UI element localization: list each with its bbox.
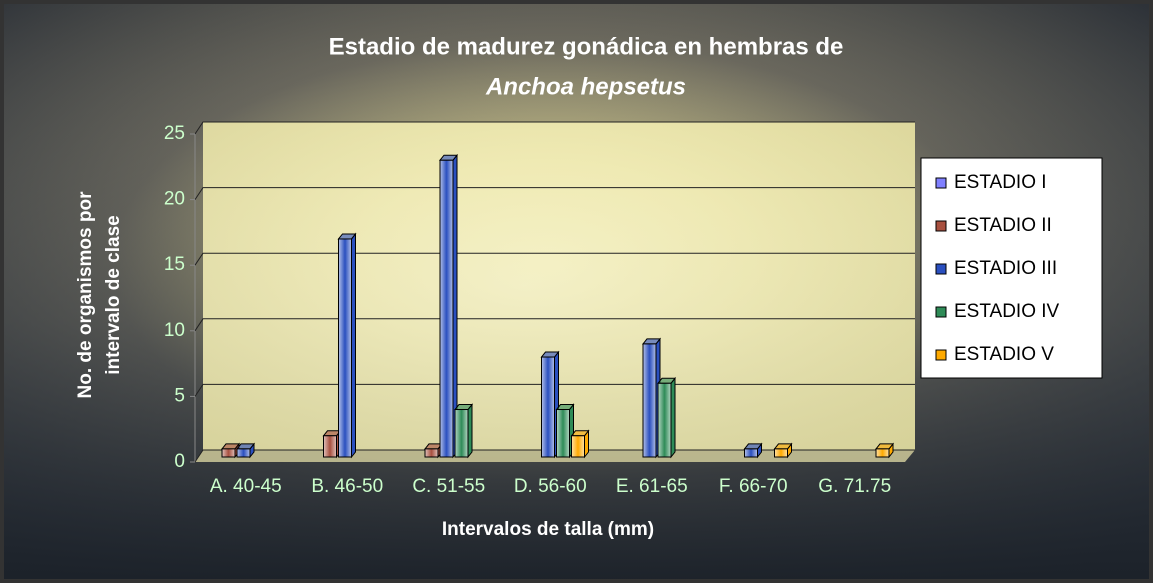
bar	[324, 431, 341, 457]
legend-marker	[936, 264, 946, 274]
bar-front	[339, 239, 352, 457]
x-axis-title: Intervalos de talla (mm)	[442, 519, 654, 540]
legend-marker	[936, 307, 946, 317]
bar-front	[572, 436, 585, 457]
x-tick-label: D. 56-60	[514, 476, 587, 497]
bar	[237, 444, 254, 457]
bar-front	[222, 449, 235, 457]
bar	[542, 352, 559, 457]
bar	[643, 339, 660, 457]
y-tick-label: 0	[174, 451, 185, 472]
x-tick-label: B. 46-50	[311, 476, 383, 497]
x-tick-label: E. 61-65	[616, 476, 688, 497]
x-tick-label: C. 51-55	[412, 476, 485, 497]
legend-marker	[936, 178, 946, 188]
bar	[425, 444, 442, 457]
bar-front	[440, 160, 453, 457]
legend-label: ESTADIO III	[954, 258, 1057, 279]
bar	[572, 431, 589, 457]
bar	[455, 405, 472, 457]
bar-front	[745, 449, 758, 457]
chart-title: Estadio de madurez gonádica en hembras d…	[329, 33, 844, 60]
bar-front	[876, 449, 889, 457]
legend-label: ESTADIO I	[954, 172, 1047, 193]
bar-front	[658, 383, 671, 457]
legend-label: ESTADIO II	[954, 215, 1052, 236]
bar	[339, 234, 356, 457]
bar-front	[425, 449, 438, 457]
bar-front	[237, 449, 250, 457]
y-tick-label: 5	[174, 385, 185, 406]
legend-label: ESTADIO V	[954, 344, 1054, 365]
bar-front	[324, 436, 337, 457]
bar-front	[643, 344, 656, 457]
y-tick-label: 15	[164, 254, 185, 275]
bar	[876, 444, 893, 457]
bar-front	[542, 357, 555, 457]
bar-front	[557, 410, 570, 457]
chart: Estadio de madurez gonádica en hembras d…	[0, 0, 1153, 583]
y-axis-title-line: No. de organismos por	[75, 191, 96, 399]
bar	[775, 444, 792, 457]
bar	[222, 444, 239, 457]
x-tick-label: G. 71.75	[818, 476, 891, 497]
bar	[440, 155, 457, 457]
x-tick-label: F. 66-70	[719, 476, 788, 497]
y-tick-label: 25	[164, 123, 185, 144]
legend-marker	[936, 350, 946, 360]
y-tick-label: 20	[164, 189, 185, 210]
bar-side	[352, 234, 356, 457]
bar	[557, 405, 574, 457]
y-tick-label: 10	[164, 320, 185, 341]
x-tick-label: A. 40-45	[210, 476, 282, 497]
legend-label: ESTADIO IV	[954, 301, 1060, 322]
bar-side	[468, 405, 472, 457]
bar-front	[775, 449, 788, 457]
y-axis-title-line: intervalo de clase	[103, 215, 124, 374]
bar-side	[671, 378, 675, 457]
bar-front	[455, 410, 468, 457]
bar	[745, 444, 762, 457]
bar	[658, 378, 675, 457]
legend-marker	[936, 221, 946, 231]
chart-subtitle: Anchoa hepsetus	[485, 73, 686, 100]
